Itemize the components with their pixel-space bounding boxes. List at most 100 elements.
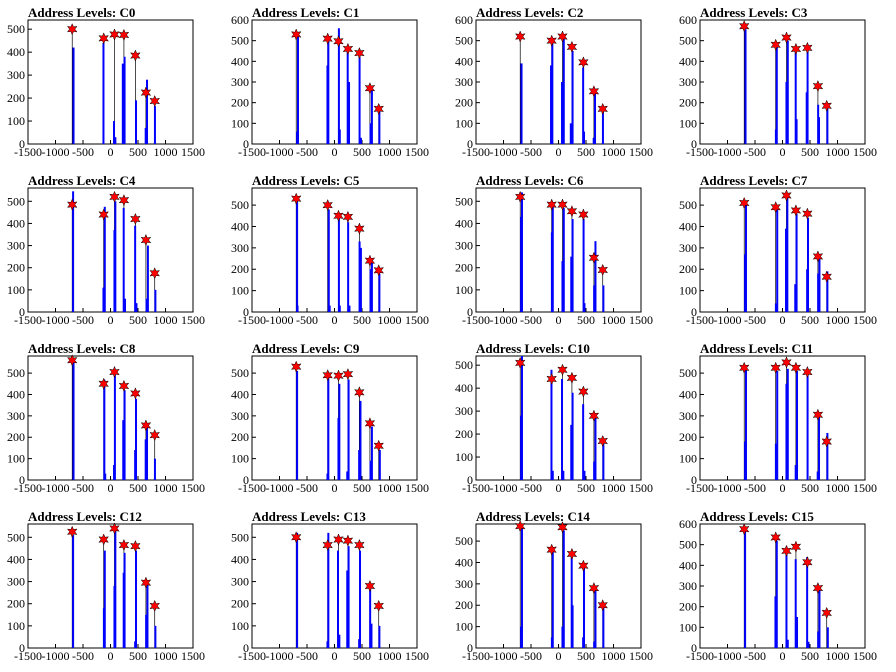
peak-marker xyxy=(738,196,750,210)
histogram-bar xyxy=(744,368,747,480)
peak-marker xyxy=(597,263,609,277)
y-tick-label: 200 xyxy=(231,96,249,110)
y-tick-label: 300 xyxy=(679,409,697,423)
histogram-bar xyxy=(562,36,565,144)
peak-marker xyxy=(66,525,78,538)
panel-title: Address Levels: C12 xyxy=(28,509,142,524)
y-tick-label: 300 xyxy=(7,239,25,253)
histogram-bar xyxy=(359,400,362,480)
histogram-bar xyxy=(146,79,149,144)
x-tick-label: 1500 xyxy=(629,145,653,159)
peak-marker xyxy=(790,204,802,217)
y-tick-label: 400 xyxy=(231,54,249,68)
y-tick-label: 400 xyxy=(455,54,473,68)
x-tick-label: -500 xyxy=(296,145,318,159)
histogram-bar xyxy=(359,137,362,144)
panel-c15: Address Levels: C15 0 100 200 300 400 500 600 -1… xyxy=(679,509,877,663)
x-tick-label: 1000 xyxy=(154,649,178,663)
panel-title: Address Levels: C15 xyxy=(700,509,814,524)
x-tick-label: 1500 xyxy=(181,649,205,663)
peak-marker xyxy=(364,254,376,267)
histogram-bar xyxy=(818,117,821,144)
x-tick-label: -500 xyxy=(520,649,542,663)
x-tick-label: 1500 xyxy=(405,313,429,327)
x-tick-label: -500 xyxy=(520,145,542,159)
x-tick-label: -1500 xyxy=(686,313,714,327)
histogram-bar xyxy=(296,200,299,312)
peak-marker xyxy=(149,599,161,613)
x-tick-label: -1000 xyxy=(42,313,70,327)
peak-marker xyxy=(781,544,792,558)
histogram-bar xyxy=(154,625,157,648)
y-tick-label: 500 xyxy=(231,366,249,380)
y-tick-label: 100 xyxy=(7,619,25,633)
y-tick-label: 200 xyxy=(231,597,249,611)
panel-c3: Address Levels: C3 0 100 200 300 400 500 600 -15… xyxy=(679,5,877,159)
y-tick-label: 100 xyxy=(679,452,697,466)
peak-marker xyxy=(781,31,792,44)
histogram-bar xyxy=(796,370,799,480)
histogram-bar xyxy=(72,191,75,312)
peak-marker xyxy=(790,361,802,374)
histogram-bar xyxy=(826,104,829,144)
peak-marker xyxy=(812,408,824,421)
panel-title: Address Levels: C6 xyxy=(476,173,584,188)
x-tick-label: -1000 xyxy=(42,649,70,663)
y-tick-label: 400 xyxy=(455,216,473,230)
peak-marker xyxy=(140,576,152,589)
panel-c4: Address Levels: C40100200300400500-1500-… xyxy=(7,173,205,327)
x-tick-label: -500 xyxy=(744,481,766,495)
peak-marker xyxy=(140,86,152,99)
histogram-bar xyxy=(744,29,747,144)
x-tick-label: -500 xyxy=(296,649,318,663)
histogram-bar xyxy=(776,209,779,312)
x-tick-label: -1000 xyxy=(42,481,70,495)
histogram-bar xyxy=(346,570,349,648)
x-tick-label: 1000 xyxy=(378,145,402,159)
peak-marker xyxy=(130,212,141,226)
histogram-bar xyxy=(594,415,597,480)
peak-marker xyxy=(812,250,824,263)
x-tick-label: 1000 xyxy=(378,649,402,663)
histogram-bar xyxy=(378,450,381,480)
histogram-bar xyxy=(826,432,829,480)
plot-frame xyxy=(475,355,642,481)
y-tick-label: 600 xyxy=(455,13,473,27)
plot-frame xyxy=(27,19,194,145)
histogram-bar xyxy=(102,287,105,312)
y-tick-label: 200 xyxy=(455,598,473,612)
panel-c8: Address Levels: C80100200300400500-1500-… xyxy=(7,341,205,495)
peak-marker xyxy=(290,192,302,205)
peak-marker xyxy=(333,35,344,48)
x-tick-label: 1500 xyxy=(853,649,877,663)
histogram-bar xyxy=(806,373,809,480)
peak-marker xyxy=(770,201,781,214)
x-tick-label: 0 xyxy=(332,313,338,327)
y-tick-label: 400 xyxy=(7,387,25,401)
histogram-bar xyxy=(818,415,821,480)
peak-marker xyxy=(109,190,120,204)
panel-title: Address Levels: C4 xyxy=(28,173,136,188)
histogram-bar xyxy=(817,273,820,312)
panel-c12: Address Levels: C12 0 100 200 300 400 500 -1500… xyxy=(7,509,205,663)
peak-marker xyxy=(333,209,344,222)
plot-frame xyxy=(699,523,866,649)
y-tick-label: 100 xyxy=(231,619,249,633)
y-tick-label: 400 xyxy=(231,219,249,233)
x-tick-label: 1000 xyxy=(826,481,850,495)
x-tick-label: 500 xyxy=(577,481,595,495)
x-tick-label: 1500 xyxy=(853,481,877,495)
histogram-bar xyxy=(338,634,341,648)
y-tick-label: 200 xyxy=(455,261,473,275)
y-tick-label: 100 xyxy=(679,116,697,130)
peak-marker xyxy=(821,606,833,620)
histogram-bar xyxy=(561,626,564,648)
x-tick-label: -1500 xyxy=(462,145,490,159)
x-tick-label: -500 xyxy=(744,145,766,159)
y-tick-label: 500 xyxy=(231,198,249,212)
peak-marker xyxy=(98,533,109,546)
histogram-bar xyxy=(602,605,605,648)
panel-title: Address Levels: C13 xyxy=(252,509,366,524)
peak-marker xyxy=(130,539,141,553)
